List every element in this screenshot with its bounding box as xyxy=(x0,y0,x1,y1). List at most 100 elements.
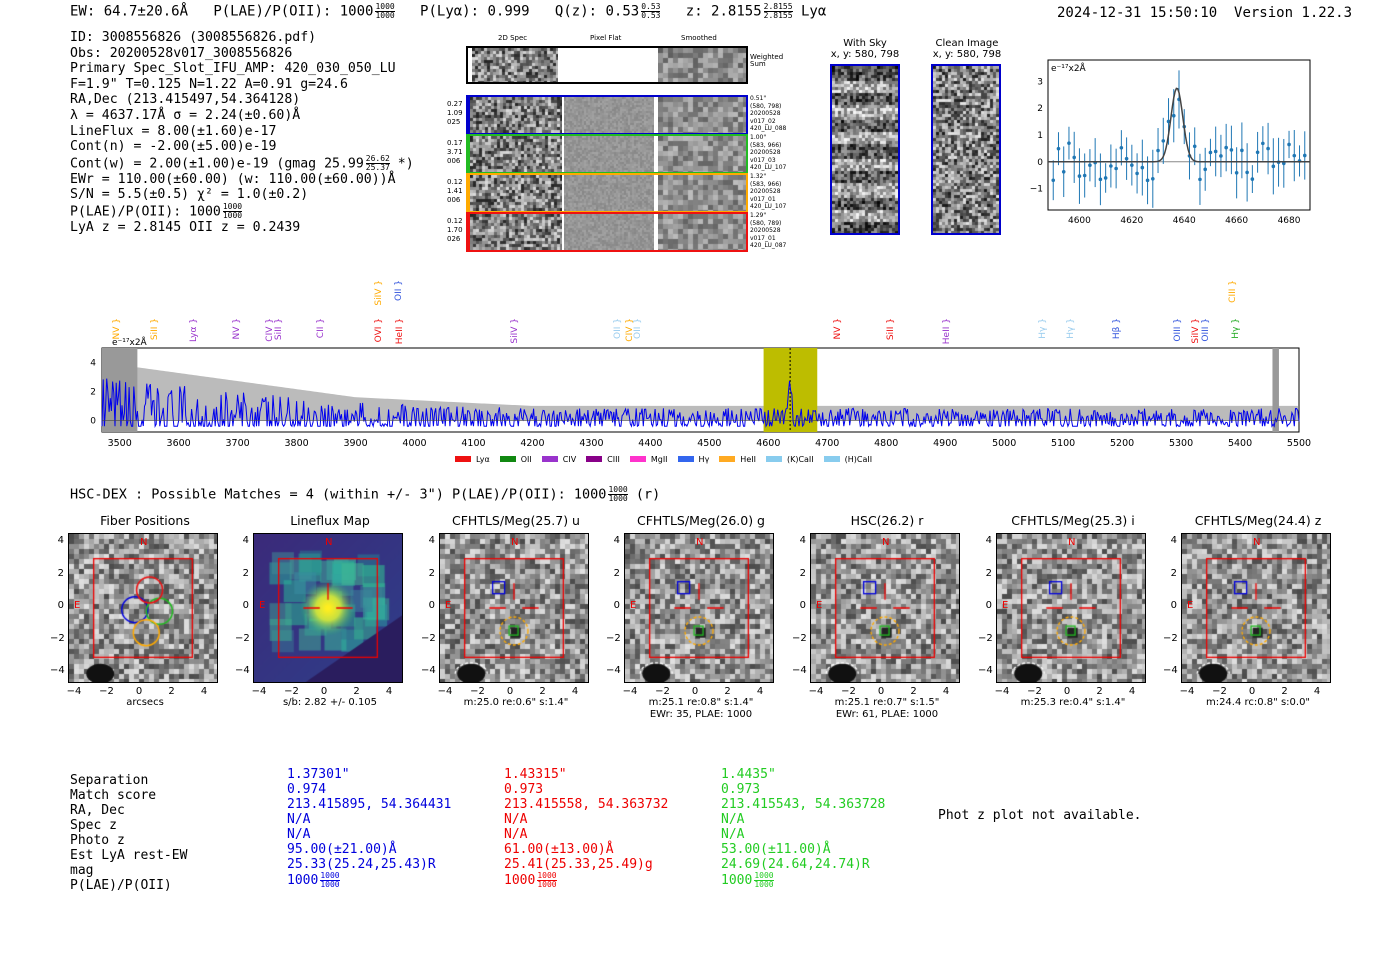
spectrum-xtick: 4500 xyxy=(697,438,721,449)
panel-xtick: 2 xyxy=(168,686,175,697)
cutout-row-meta: 0.51" (580, 798) 20200528 v017_02 420_LU_088 xyxy=(750,95,787,132)
panel-xtick: 0 xyxy=(691,686,699,697)
zoom-datapoint xyxy=(1130,163,1134,167)
panel-xtick: −4 xyxy=(66,686,82,697)
panel-ytick: 0 xyxy=(613,600,620,611)
east-marker: E xyxy=(1002,600,1009,611)
imaging-cutout xyxy=(439,533,589,683)
zoom-xtick: 4660 xyxy=(1225,216,1248,226)
panel-xtick: 0 xyxy=(506,686,514,697)
panel-xtick: −2 xyxy=(841,686,856,697)
cutout-row-meta: 1.29" (580, 789) 20200528 v017_01 420_LU_087 xyxy=(750,212,787,249)
cutout-row-meta: 1.00" (583, 966) 20200528 v017_03 420_LU_107 xyxy=(750,134,787,171)
match-label: P(LAE)/P(OII) xyxy=(70,878,172,893)
panel-ytick: 4 xyxy=(57,535,64,546)
panel-ytick: −2 xyxy=(792,632,807,644)
panel-caption: m:25.3 re:0.4" s:1.4" xyxy=(1020,697,1126,708)
spectrum-xtick: 4600 xyxy=(756,438,780,449)
panel-xtick: 0 xyxy=(877,686,885,697)
panel-xtick: 0 xyxy=(1063,686,1071,697)
spectrum-ytick: 4 xyxy=(90,358,96,368)
header-timestamp: 2024-12-31 15:50:10 Version 1.22.3 xyxy=(1057,5,1353,21)
emission-line-label: SiIV } xyxy=(373,280,384,306)
match-value: 0.973 xyxy=(721,782,761,797)
panel-title: Fiber Positions xyxy=(100,513,190,528)
match-column: 1.43315" 0.973 213.415558, 54.363732 N/A N/A… xyxy=(504,767,668,889)
fiber-positions-image xyxy=(68,533,218,683)
zoom-datapoint xyxy=(1145,178,1150,183)
line-zoom-chart: e⁻¹⁷x2Å 3 2 1 0 −1 4600 4620 4640 4660 4680 xyxy=(1030,59,1311,226)
zoom-datapoint xyxy=(1119,146,1124,150)
zoom-datapoint xyxy=(1229,148,1234,152)
match-column: 1.4435" 0.973 213.415543, 54.363728 N/A N/A 5… xyxy=(721,767,885,889)
emission-line-label: CIII } xyxy=(1228,280,1239,303)
zoom-datapoint xyxy=(1224,145,1228,150)
panel-xtick: −4 xyxy=(994,686,1010,697)
header-summary: EW: 64.7±20.6Å P(LAE)/P(OII): 1000 1000 10… xyxy=(70,2,827,20)
info-id: ID: 3008556826 (3008556826.pdf) xyxy=(70,30,317,45)
cutout-row-meta: 1.32" (583, 966) 20200528 v017_01 420_LU_107 xyxy=(750,173,787,210)
panel-xtick: 2 xyxy=(1096,686,1103,697)
north-marker: N xyxy=(882,537,890,548)
zoom-unit-label: e⁻¹⁷x2Å xyxy=(1051,62,1087,74)
zoom-datapoint xyxy=(1072,155,1076,160)
panel-ytick: −2 xyxy=(50,632,65,644)
cutout-flat-image xyxy=(564,214,654,250)
match-value: 213.415543, 54.363728 xyxy=(721,797,886,812)
zoom-ytick: −1 xyxy=(1030,185,1043,195)
cutout-2d-image xyxy=(470,175,562,211)
match-label: mag xyxy=(70,863,94,878)
lineflux-map-image xyxy=(253,533,403,683)
info-contw: Cont(w) = 2.00(±1.00)e-19 (gmag 25.99 26.… xyxy=(70,153,414,172)
match-value: N/A xyxy=(287,827,311,842)
zoom-xtick: 4620 xyxy=(1120,216,1143,226)
spectrum-xtick: 4300 xyxy=(579,438,603,449)
match-value: 1000 1000 1000 xyxy=(287,871,340,889)
zoom-datapoint xyxy=(1051,178,1056,183)
cutout-smoothed-image xyxy=(658,214,746,250)
panel-caption-2: EWr: 35, PLAE: 1000 xyxy=(649,709,753,720)
spectrum-xtick: 3700 xyxy=(226,438,250,449)
detection-info: ID: 3008556826 (3008556826.pdf) Obs: 202… xyxy=(70,30,414,236)
legend-item: Hγ xyxy=(677,455,709,464)
panel-xtick: 4 xyxy=(1128,686,1136,697)
panel-ytick: −4 xyxy=(1163,665,1178,676)
weighted-sum-strip xyxy=(466,46,748,84)
panel-ytick: 4 xyxy=(985,535,992,546)
match-value: 61.00(±13.00)Å xyxy=(504,842,614,857)
zoom-datapoint xyxy=(1088,163,1092,168)
panel-ytick: 2 xyxy=(57,567,64,579)
panel-ytick: 2 xyxy=(799,567,806,579)
zoom-ytick: 2 xyxy=(1037,104,1043,114)
north-marker: N xyxy=(511,537,519,548)
east-marker: E xyxy=(74,600,81,611)
with-sky-title: With Sky x, y: 580, 798 xyxy=(830,38,900,60)
zoom-datapoint xyxy=(1103,176,1108,180)
panel-ytick: 2 xyxy=(428,567,435,579)
match-column: 1.37301" 0.974 213.415895, 54.364431 N/A N/A… xyxy=(287,767,451,889)
spectrum-xtick: 4100 xyxy=(461,438,485,449)
panel-ytick: −4 xyxy=(978,665,993,676)
imaging-cutout xyxy=(624,533,774,683)
panel-title: CFHTLS/Meg(24.4) z xyxy=(1194,513,1322,528)
panel-xtick: −4 xyxy=(622,686,638,697)
panel-xtick: −2 xyxy=(470,686,485,697)
panel-xtick: −2 xyxy=(1212,686,1227,697)
panel-ytick: 0 xyxy=(428,600,435,611)
legend-item: CIV xyxy=(541,455,576,464)
east-marker: E xyxy=(259,600,266,611)
panel-caption: s/b: 2.82 +/- 0.105 xyxy=(282,697,378,708)
header-plya: P(Lyα): 0.999 xyxy=(420,3,530,20)
panel-ytick: −4 xyxy=(50,665,65,676)
match-value: N/A xyxy=(287,812,311,827)
panel-ytick: −2 xyxy=(606,632,621,644)
panel-xtick: 0 xyxy=(1248,686,1256,697)
panel-caption: m:25.0 re:0.6" s:1.4" xyxy=(463,697,569,708)
line-legend: Lyα OII CIV CIII MgII Hγ HeII (K)CaII (H)CaII xyxy=(455,447,882,466)
cutout-smoothed-image xyxy=(658,175,746,211)
panel-ytick: 2 xyxy=(1170,567,1177,579)
legend-item: CIII xyxy=(586,455,620,464)
imaging-cutout xyxy=(996,533,1146,683)
panel-ytick: 0 xyxy=(985,600,992,611)
panel-xtick: 4 xyxy=(200,686,208,697)
